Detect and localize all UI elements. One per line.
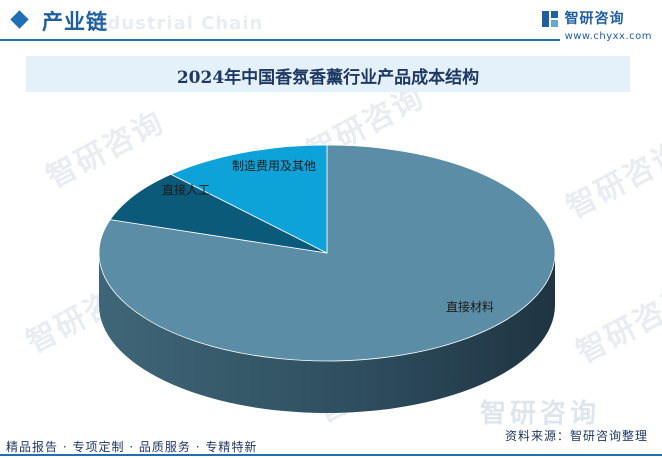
slice-label: 直接人工 — [162, 182, 210, 197]
chart-title: 2024年中国香氛香薰行业产品成本结构 — [176, 68, 480, 88]
pie-side-wall — [99, 253, 555, 413]
header-divider — [0, 39, 560, 41]
watermark-brand: 智研咨询 — [480, 399, 601, 429]
slice-label: 直接材料 — [446, 299, 494, 314]
pie-slice — [98, 144, 556, 362]
chart-title-box: 2024年中国香氛香薰行业产品成本结构 — [26, 56, 630, 92]
pie-slice — [169, 144, 328, 254]
brand-logo-icon — [541, 11, 558, 27]
slice-label: 制造费用及其他 — [232, 159, 316, 173]
brand-url: www.chyxx.com — [564, 31, 652, 42]
section-title: 产业链 — [42, 10, 108, 34]
brand-name: 智研咨询 — [564, 11, 625, 27]
footer-tagline: 精品报告 · 专项定制 · 品质服务 · 专精特新 — [6, 440, 258, 454]
brand: 智研咨询 www.chyxx.com — [541, 8, 652, 42]
pie-slice — [109, 173, 328, 254]
footer-divider — [0, 454, 662, 456]
source-note: 资料来源：智研咨询整理 — [504, 429, 648, 443]
header-bar: Industrial Chain 产业链 智研咨询 www.chyxx.com — [0, 0, 662, 44]
section-title-en: Industrial Chain — [86, 13, 264, 34]
